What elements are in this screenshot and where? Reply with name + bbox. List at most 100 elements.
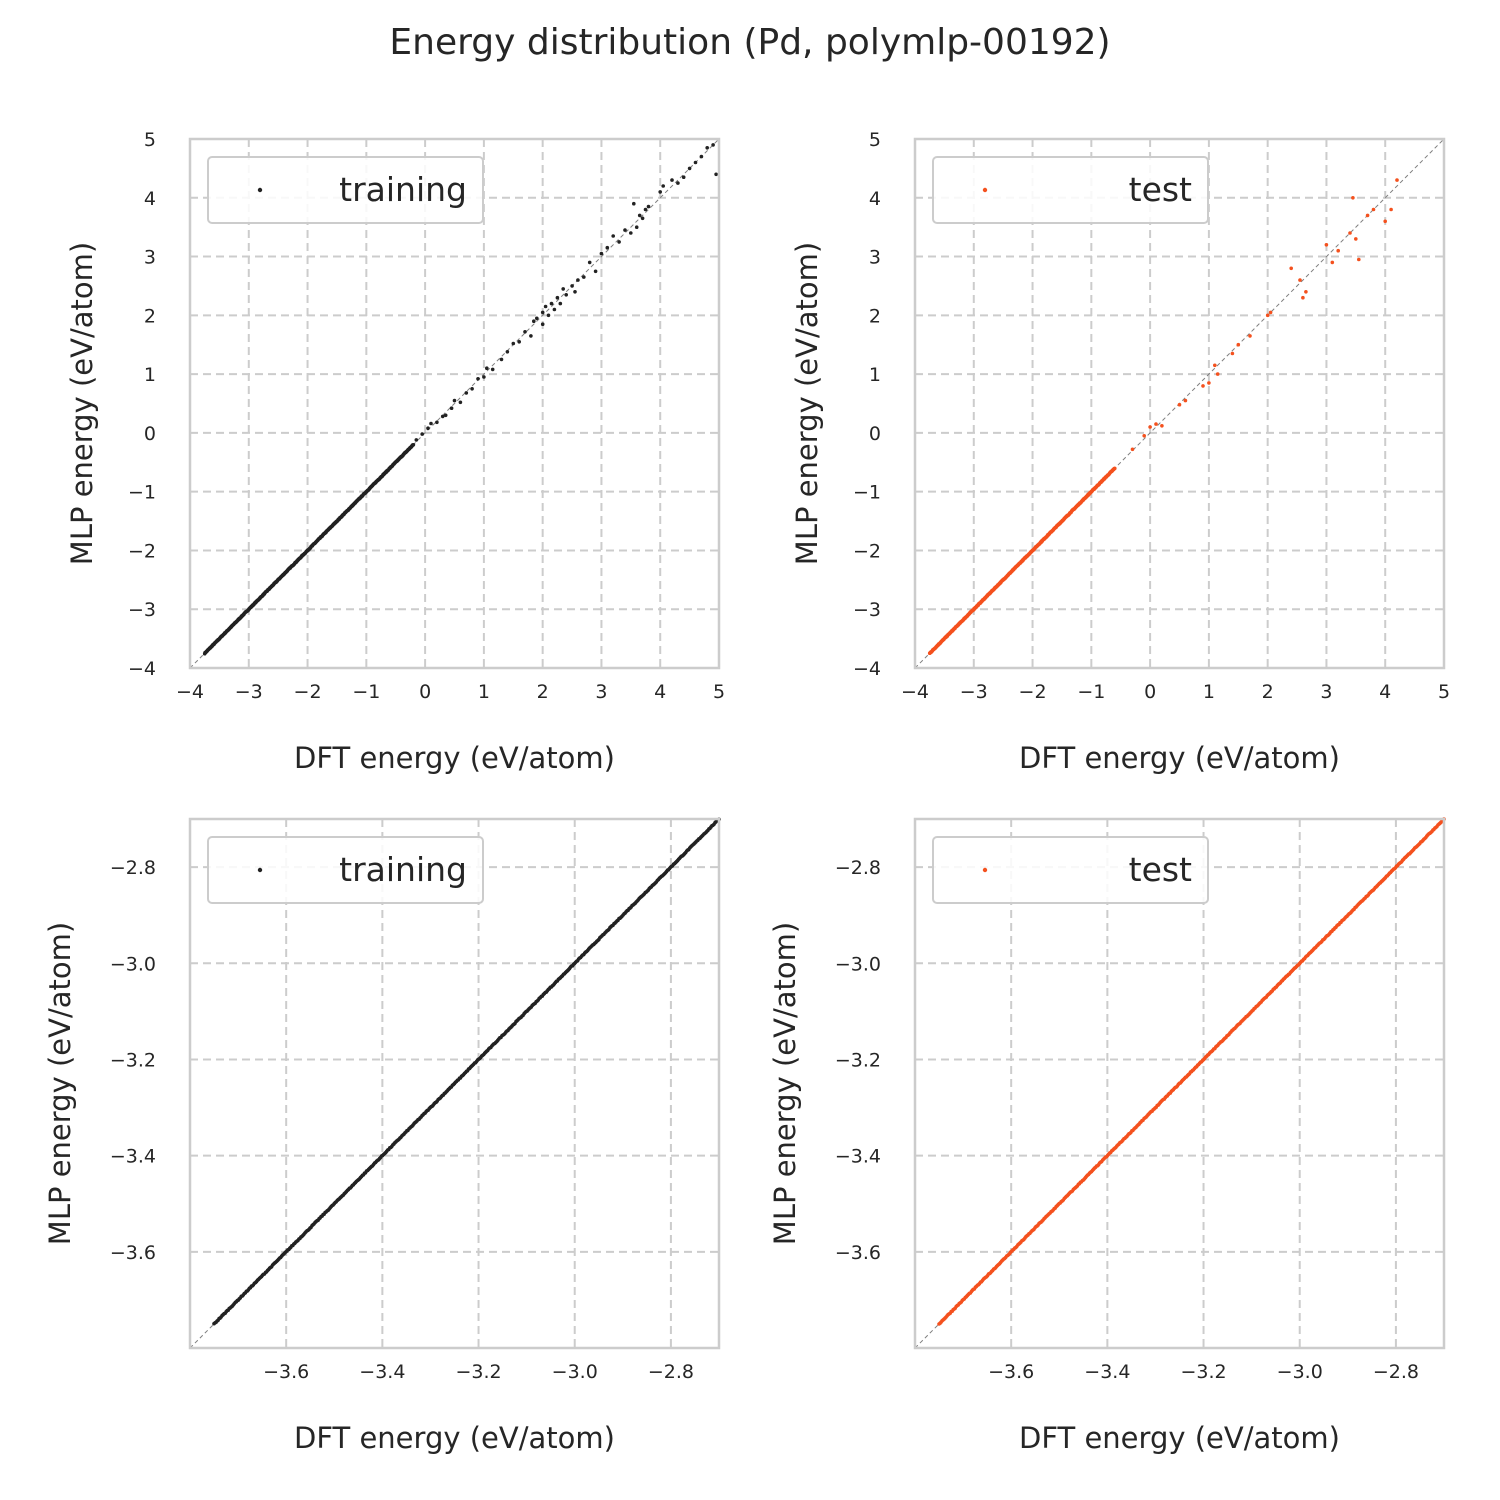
x-tick-label: −3.4 [359, 1361, 405, 1383]
y-axis-label: MLP energy (eV/atom) [65, 242, 99, 565]
x-tick-label: −4 [901, 681, 929, 703]
data-point [564, 293, 568, 297]
y-tick-label: −3.6 [110, 1242, 156, 1264]
x-tick-label: −3 [235, 681, 263, 703]
x-tick-label: −3.6 [988, 1361, 1034, 1383]
x-tick-label: 5 [713, 681, 725, 703]
y-tick-label: −1 [128, 482, 156, 504]
legend-marker [257, 187, 263, 193]
data-point [1336, 248, 1340, 253]
data-point [1365, 213, 1370, 218]
y-tick-label: −4 [853, 658, 881, 680]
y-tick-label: −3.4 [835, 1146, 881, 1168]
subplot-training-zoom: −3.6 −3.4 −3.2 −3.0 −2.8 −3.6 −3.4 −3.2 −3.0 −2.8… [43, 817, 721, 1455]
y-tick-label: 1 [869, 364, 881, 386]
data-point [429, 421, 433, 426]
series-training [202, 143, 718, 656]
x-tick-label: −3.4 [1084, 1361, 1130, 1383]
x-tick-label: 3 [1320, 681, 1332, 703]
legend-marker [257, 867, 263, 873]
x-axis-label: DFT energy (eV/atom) [1019, 741, 1340, 775]
legend-marker [982, 867, 988, 873]
data-point [558, 301, 563, 306]
data-point [699, 154, 704, 159]
data-point [1383, 219, 1387, 224]
data-point [411, 443, 416, 447]
data-point [632, 201, 636, 206]
x-axis-label: DFT energy (eV/atom) [294, 741, 615, 775]
x-tick-label: 4 [1379, 681, 1391, 703]
data-point [714, 172, 718, 177]
data-point [570, 284, 574, 288]
data-point [1183, 398, 1188, 403]
data-point [1248, 334, 1252, 338]
data-point [1354, 237, 1358, 241]
data-point [637, 213, 642, 218]
data-point [1301, 295, 1305, 300]
data-point [517, 340, 521, 344]
legend-box [932, 156, 1209, 224]
data-point [1371, 207, 1376, 212]
data-point [490, 367, 495, 372]
data-point [582, 275, 586, 279]
diagonal-line [189, 138, 720, 669]
x-tick-label: −3.6 [263, 1361, 309, 1383]
x-tick-label: 2 [537, 681, 549, 703]
data-point [1357, 257, 1361, 262]
legend: training [207, 156, 484, 224]
y-tick-label: −3 [853, 599, 881, 621]
data-point [587, 260, 592, 265]
x-tick-label: 5 [1438, 681, 1450, 703]
data-point [693, 160, 698, 165]
data-point [1201, 384, 1205, 388]
data-point [593, 269, 598, 274]
data-point [634, 225, 639, 229]
data-point [1160, 424, 1164, 428]
y-tick-label: −3.0 [110, 953, 156, 975]
data-point [1142, 434, 1146, 438]
y-tick-label: 2 [869, 305, 881, 327]
data-point [555, 295, 560, 300]
data-point [549, 301, 554, 306]
data-point [1213, 363, 1217, 368]
data-point [420, 432, 425, 436]
y-tick-label: −3.2 [835, 1049, 881, 1071]
y-tick-label: −3 [128, 599, 156, 621]
y-tick-label: −3.6 [835, 1242, 881, 1264]
data-point [1304, 290, 1308, 294]
x-tick-label: 3 [595, 681, 607, 703]
y-tick-label: 0 [144, 423, 156, 445]
legend-box [932, 836, 1209, 904]
data-point [1177, 402, 1182, 407]
data-point [1324, 243, 1329, 247]
x-tick-label: 2 [1262, 681, 1274, 703]
data-point [629, 231, 633, 235]
legend-label: training [339, 170, 467, 209]
x-tick-label: −2 [294, 681, 322, 703]
y-tick-label: 4 [869, 188, 881, 210]
data-point [605, 245, 610, 250]
x-tick-label: −3.2 [455, 1361, 501, 1383]
data-point [661, 184, 665, 188]
data-point [546, 313, 551, 318]
data-point [426, 426, 430, 431]
data-point [532, 319, 536, 324]
x-tick-label: 1 [1203, 681, 1215, 703]
x-tick-label: −3.2 [1180, 1361, 1226, 1383]
legend-box [207, 836, 484, 904]
legend: test [932, 156, 1209, 224]
data-point [523, 330, 527, 334]
data-point [617, 240, 621, 244]
data-point [573, 290, 577, 294]
data-point [599, 251, 604, 256]
data-point [452, 398, 457, 403]
y-tick-label: 5 [144, 129, 156, 151]
x-tick-label: 4 [654, 681, 666, 703]
y-tick-label: −2 [128, 540, 156, 562]
y-tick-label: −4 [128, 658, 156, 680]
y-tick-label: 2 [144, 305, 156, 327]
subplot-training-full: −4 −3 −2 −1 0 1 2 3 4 5 −4 −3 −2 −1 0 1 2 3 4 5 training DFT … [65, 129, 725, 775]
data-point [540, 322, 545, 327]
